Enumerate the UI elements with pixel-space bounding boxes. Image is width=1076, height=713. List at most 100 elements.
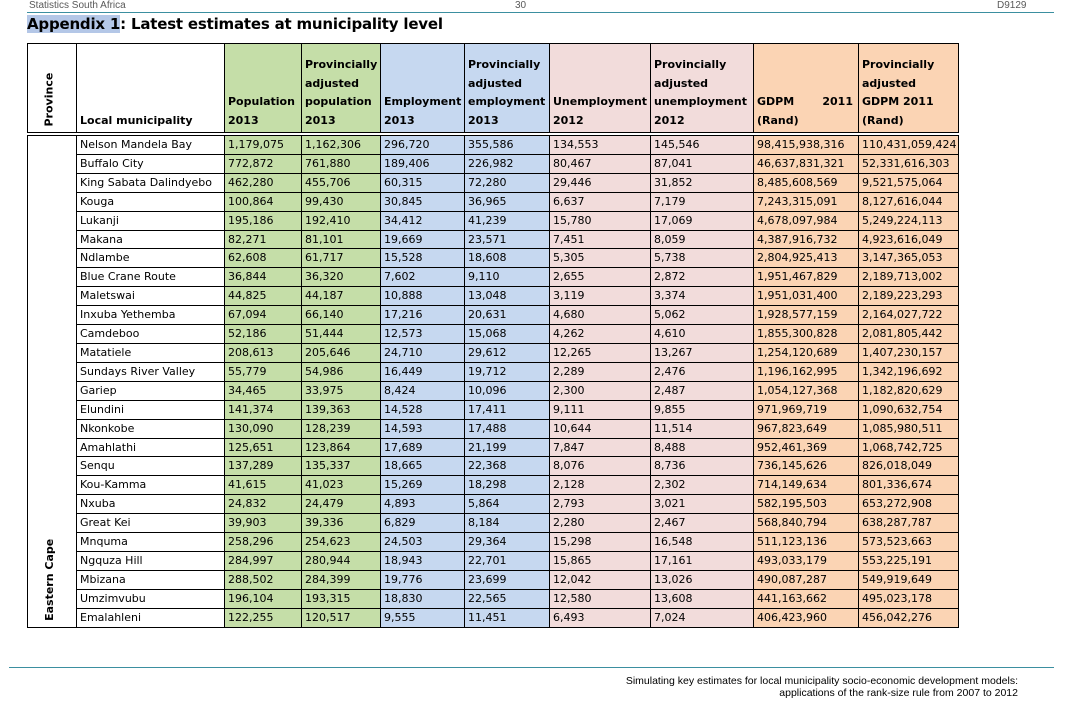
- table-row: Nxuba 24,832 24,479 4,893 5,864 2,793 3,021 582…: [28, 494, 959, 515]
- adjusted-employment-cell: 23,699: [464, 569, 550, 590]
- unemployment-cell: 134,553: [549, 135, 651, 155]
- adjusted-population-cell: 1,162,306: [301, 135, 381, 155]
- adjusted-population-cell: 192,410: [301, 210, 381, 231]
- adjusted-unemployment-cell: 3,374: [650, 286, 754, 307]
- unemployment-cell: 29,446: [549, 172, 651, 193]
- adjusted-population-cell: 135,337: [301, 456, 381, 477]
- adjusted-unemployment-cell: 145,546: [650, 135, 754, 155]
- adjusted-employment-cell: 226,982: [464, 153, 550, 174]
- table-row: Maletswai 44,825 44,187 10,888 13,048 3,119 3,…: [28, 286, 959, 307]
- adjusted-unemployment-cell: 31,852: [650, 172, 754, 193]
- header-province: Province: [27, 43, 77, 133]
- employment-cell: 17,216: [380, 305, 465, 326]
- gdpm-cell: 4,387,916,732: [753, 229, 859, 250]
- table-row: Kouga 100,864 99,430 30,845 36,965 6,637 7,179…: [28, 191, 959, 212]
- unemployment-cell: 2,300: [549, 380, 651, 401]
- population-cell: 55,779: [224, 361, 302, 382]
- population-cell: 122,255: [224, 607, 302, 628]
- gdpm-cell: 8,485,608,569: [753, 172, 859, 193]
- adjusted-gdpm-cell: 826,018,049: [858, 456, 959, 477]
- municipality-cell: Great Kei: [76, 513, 225, 534]
- unemployment-cell: 80,467: [549, 153, 651, 174]
- municipality-cell: King Sabata Dalindyebo: [76, 172, 225, 193]
- gdpm-cell: 714,149,634: [753, 475, 859, 496]
- population-cell: 772,872: [224, 153, 302, 174]
- footer-rule: [9, 667, 1054, 668]
- adjusted-population-cell: 99,430: [301, 191, 381, 212]
- adjusted-population-cell: 139,363: [301, 399, 381, 420]
- employment-cell: 24,710: [380, 342, 465, 363]
- employment-cell: 19,776: [380, 569, 465, 590]
- adjusted-employment-cell: 15,068: [464, 324, 550, 344]
- gdpm-cell: 1,054,127,368: [753, 380, 859, 401]
- gdpm-cell: 1,951,031,400: [753, 286, 859, 307]
- header-adjusted-employment-2013: Provincially adjusted employment 2013: [464, 43, 550, 133]
- municipality-cell: Nelson Mandela Bay: [76, 135, 225, 155]
- unemployment-cell: 15,865: [549, 550, 651, 571]
- gdpm-cell: 1,928,577,159: [753, 305, 859, 326]
- population-cell: 258,296: [224, 532, 302, 552]
- municipality-cell: Gariep: [76, 380, 225, 401]
- adjusted-gdpm-cell: 110,431,059,424: [858, 135, 959, 155]
- adjusted-gdpm-cell: 2,189,223,293: [858, 286, 959, 307]
- employment-cell: 9,555: [380, 607, 465, 628]
- municipality-cell: Kou-Kamma: [76, 475, 225, 496]
- adjusted-population-cell: 51,444: [301, 324, 381, 344]
- population-cell: 67,094: [224, 305, 302, 326]
- adjusted-gdpm-cell: 1,342,196,692: [858, 361, 959, 382]
- table-row: Lukanji 195,186 192,410 34,412 41,239 15,780 1…: [28, 210, 959, 231]
- adjusted-employment-cell: 23,571: [464, 229, 550, 250]
- adjusted-employment-cell: 41,239: [464, 210, 550, 231]
- adjusted-gdpm-cell: 4,923,616,049: [858, 229, 959, 250]
- adjusted-unemployment-cell: 8,488: [650, 437, 754, 458]
- table-row: Sundays River Valley 55,779 54,986 16,449 19…: [28, 361, 959, 382]
- adjusted-gdpm-cell: 2,081,805,442: [858, 324, 959, 344]
- adjusted-employment-cell: 17,411: [464, 399, 550, 420]
- table-row: Inxuba Yethemba 67,094 66,140 17,216 20,631 4…: [28, 305, 959, 326]
- adjusted-unemployment-cell: 7,179: [650, 191, 754, 212]
- population-cell: 125,651: [224, 437, 302, 458]
- population-cell: 141,374: [224, 399, 302, 420]
- adjusted-unemployment-cell: 8,736: [650, 456, 754, 477]
- adjusted-employment-cell: 22,565: [464, 588, 550, 609]
- province-value: Eastern Cape: [43, 538, 57, 621]
- employment-cell: 24,503: [380, 532, 465, 552]
- unemployment-cell: 7,451: [549, 229, 651, 250]
- header-municipality: Local municipality: [76, 43, 225, 133]
- unemployment-cell: 2,280: [549, 513, 651, 534]
- adjusted-unemployment-cell: 5,062: [650, 305, 754, 326]
- employment-cell: 15,269: [380, 475, 465, 496]
- gdpm-cell: 1,196,162,995: [753, 361, 859, 382]
- header-rule: [27, 12, 1054, 13]
- gdpm-cell: 98,415,938,316: [753, 135, 859, 155]
- adjusted-gdpm-cell: 3,147,365,053: [858, 248, 959, 269]
- table-row: Nkonkobe 130,090 128,239 14,593 17,488 10,644…: [28, 418, 959, 439]
- municipality-cell: Maletswai: [76, 286, 225, 307]
- gdpm-cell: 490,087,287: [753, 569, 859, 590]
- adjusted-employment-cell: 20,631: [464, 305, 550, 326]
- municipality-cell: Umzimvubu: [76, 588, 225, 609]
- municipality-cell: Senqu: [76, 456, 225, 477]
- municipality-cell: Ndlambe: [76, 248, 225, 269]
- adjusted-population-cell: 123,864: [301, 437, 381, 458]
- unemployment-cell: 15,780: [549, 210, 651, 231]
- table-row: Mbizana 288,502 284,399 19,776 23,699 12,042 1…: [28, 569, 959, 590]
- municipality-cell: Lukanji: [76, 210, 225, 231]
- header-adjusted-unemployment-2012: Provincially adjusted unemployment 2012: [650, 43, 754, 133]
- adjusted-employment-cell: 10,096: [464, 380, 550, 401]
- table-row: King Sabata Dalindyebo 462,280 455,706 60,3…: [28, 172, 959, 193]
- unemployment-cell: 12,265: [549, 342, 651, 363]
- adjusted-unemployment-cell: 87,041: [650, 153, 754, 174]
- unemployment-cell: 2,793: [549, 494, 651, 515]
- adjusted-population-cell: 66,140: [301, 305, 381, 326]
- adjusted-employment-cell: 355,586: [464, 135, 550, 155]
- adjusted-unemployment-cell: 3,021: [650, 494, 754, 515]
- municipality-cell: Nxuba: [76, 494, 225, 515]
- population-cell: 462,280: [224, 172, 302, 193]
- gdpm-cell: 441,163,662: [753, 588, 859, 609]
- unemployment-cell: 12,580: [549, 588, 651, 609]
- table-row: Elundini 141,374 139,363 14,528 17,411 9,111 9…: [28, 399, 959, 420]
- adjusted-population-cell: 193,315: [301, 588, 381, 609]
- province-header-label: Province: [42, 72, 56, 126]
- adjusted-employment-cell: 29,364: [464, 532, 550, 552]
